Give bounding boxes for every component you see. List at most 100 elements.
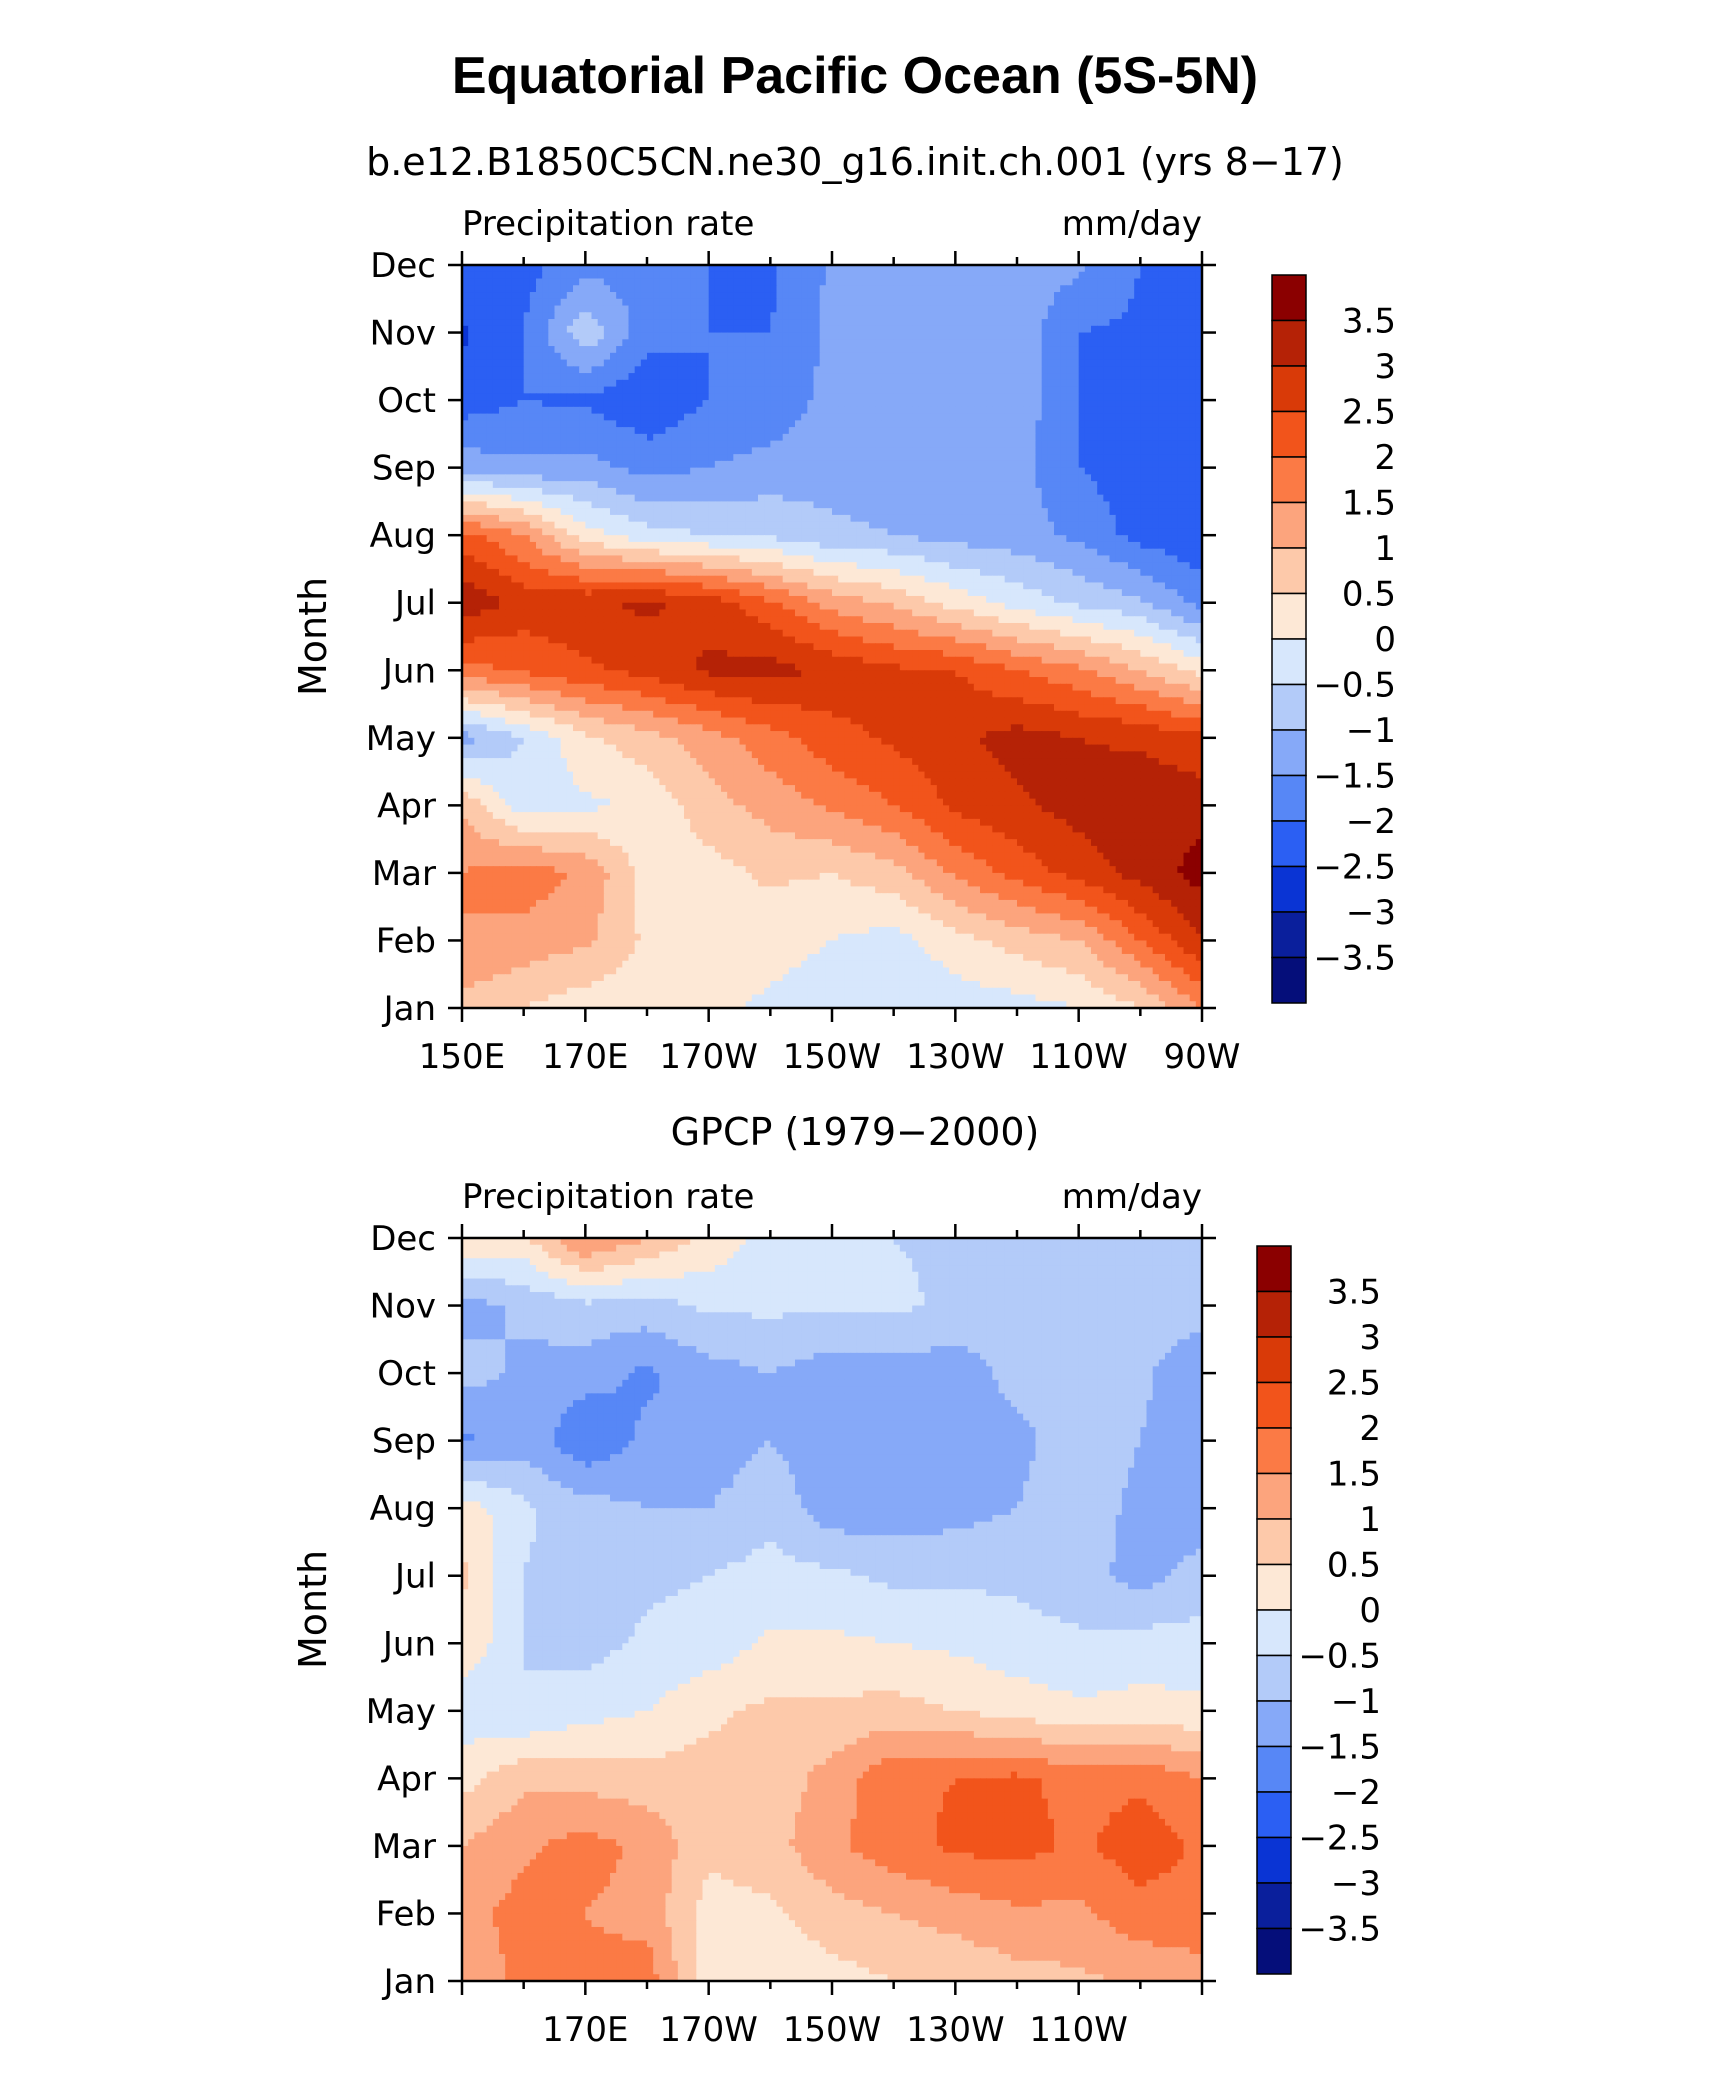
contour-cell: [819, 386, 827, 394]
contour-cell: [1054, 359, 1061, 367]
contour-cell: [1115, 292, 1123, 300]
contour-cell: [536, 278, 543, 286]
contour-cell: [566, 359, 574, 367]
contour-cell: [647, 528, 654, 536]
contour-cell: [1097, 339, 1104, 347]
contour-cell: [758, 481, 765, 489]
contour-cell: [1066, 481, 1074, 489]
contour-cell: [973, 487, 981, 496]
contour-cell: [1004, 460, 1012, 469]
contour-cell: [1195, 346, 1202, 354]
contour-cell: [1195, 460, 1202, 469]
contour-cell: [973, 265, 981, 273]
contour-cell: [696, 541, 704, 550]
contour-cell: [869, 373, 876, 381]
contour-cell: [807, 508, 815, 516]
contour-cell: [825, 494, 833, 502]
contour-cell: [474, 413, 482, 421]
contour-cell: [1047, 514, 1055, 523]
contour-cell: [1035, 406, 1043, 415]
contour-cell: [844, 427, 852, 435]
contour-cell: [986, 339, 993, 347]
contour-cell: [844, 541, 852, 550]
contour-cell: [714, 373, 722, 381]
contour-cell: [696, 325, 704, 334]
contour-cell: [474, 535, 482, 543]
contour-cell: [899, 373, 907, 381]
contour-cell: [795, 514, 802, 523]
contour-cell: [924, 265, 932, 273]
contour-cell: [1041, 359, 1049, 367]
contour-cell: [468, 406, 475, 415]
contour-cell: [998, 359, 1006, 367]
contour-cell: [536, 325, 543, 334]
contour-cell: [702, 339, 710, 347]
contour-cell: [1171, 373, 1178, 381]
contour-cell: [721, 278, 728, 286]
contour-cell: [1029, 420, 1037, 428]
contour-cell: [819, 366, 827, 374]
contour-cell: [1109, 494, 1117, 502]
contour-cell: [1097, 481, 1104, 489]
contour-cell: [622, 454, 630, 462]
contour-cell: [573, 521, 580, 530]
contour-cell: [739, 312, 747, 320]
contour-cell: [1140, 413, 1148, 421]
contour-cell: [813, 521, 821, 530]
contour-cell: [511, 359, 519, 367]
contour-cell: [776, 501, 784, 509]
contour-cell: [1072, 393, 1080, 401]
contour-cell: [1010, 427, 1018, 435]
contour-cell: [924, 379, 932, 388]
contour-cell: [893, 292, 901, 300]
contour-cell: [813, 535, 821, 543]
contour-cell: [776, 541, 784, 550]
contour-cell: [1072, 298, 1080, 307]
contour-cell: [819, 312, 827, 320]
contour-cell: [499, 535, 506, 543]
contour-cell: [875, 427, 882, 435]
contour-cell: [936, 319, 944, 327]
contour-cell: [591, 454, 599, 462]
contour-cell: [992, 474, 1000, 482]
contour-cell: [986, 427, 993, 435]
contour-cell: [597, 400, 605, 408]
contour-cell: [875, 528, 882, 536]
contour-cell: [795, 346, 802, 354]
contour-cell: [690, 521, 697, 530]
contour-cell: [1109, 521, 1117, 530]
contour-cell: [819, 420, 827, 428]
contour-cell: [1072, 305, 1080, 313]
contour-cell: [597, 447, 605, 455]
contour-cell: [566, 406, 574, 415]
contour-cell: [1195, 292, 1202, 300]
contour-cell: [523, 494, 531, 502]
contour-cell: [918, 325, 926, 334]
contour-cell: [1158, 298, 1166, 307]
contour-cell: [1140, 474, 1148, 482]
contour-cell: [1103, 346, 1111, 354]
contour-cell: [1177, 386, 1185, 394]
contour-cell: [961, 373, 969, 381]
contour-cell: [819, 487, 827, 496]
contour-cell: [1189, 325, 1197, 334]
contour-cell: [474, 339, 482, 347]
contour-cell: [912, 481, 919, 489]
contour-cell: [887, 393, 895, 401]
contour-cell: [1109, 346, 1117, 354]
contour-cell: [788, 433, 796, 442]
contour-cell: [912, 508, 919, 516]
contour-cell: [949, 514, 956, 523]
contour-cell: [1115, 312, 1123, 320]
contour-cell: [776, 292, 784, 300]
contour-cell: [684, 346, 691, 354]
contour-cell: [1047, 433, 1055, 442]
contour-cell: [764, 285, 771, 293]
contour-cell: [1084, 373, 1092, 381]
contour-cell: [758, 332, 765, 340]
contour-cell: [1189, 535, 1197, 543]
contour-cell: [918, 346, 926, 354]
contour-cell: [943, 487, 950, 496]
contour-cell: [795, 292, 802, 300]
contour-cell: [918, 474, 926, 482]
